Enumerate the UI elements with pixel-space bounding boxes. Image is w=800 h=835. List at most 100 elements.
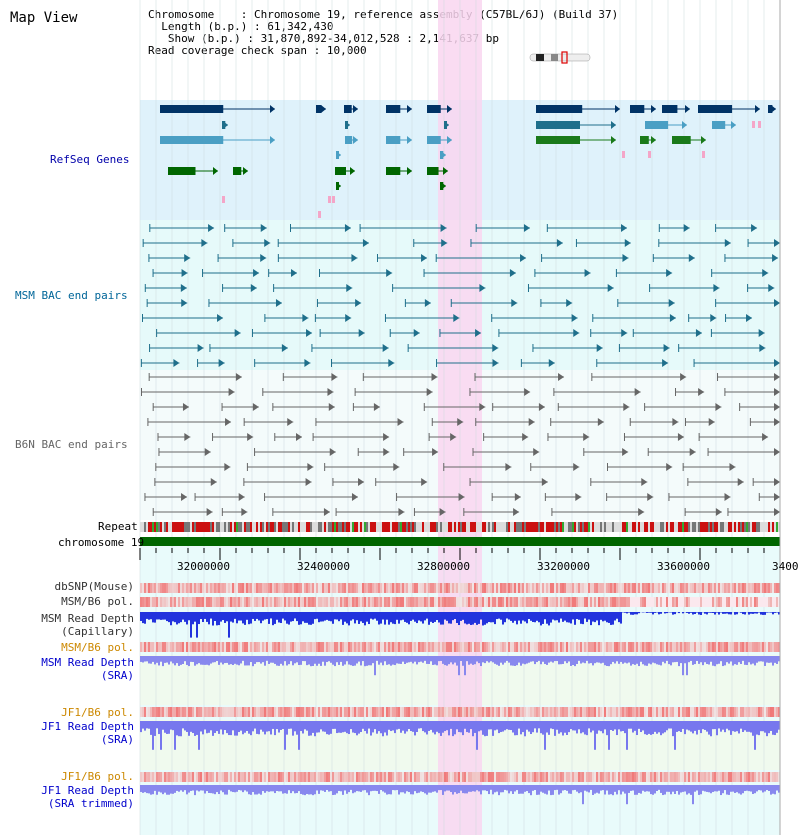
read-depth-bar xyxy=(248,656,250,666)
heat-cell xyxy=(422,642,424,652)
read-depth-bar xyxy=(672,785,674,792)
read-depth-bar xyxy=(698,721,700,730)
read-depth-bar xyxy=(634,721,636,731)
repeat-segment xyxy=(758,522,760,532)
read-depth-bar xyxy=(676,785,678,792)
heat-cell xyxy=(426,597,428,607)
heat-cell xyxy=(202,597,204,607)
read-depth-bar xyxy=(522,656,524,664)
read-depth-bar xyxy=(208,721,210,733)
read-depth-bar xyxy=(256,612,258,619)
heat-cell xyxy=(564,583,566,593)
read-depth-bar xyxy=(466,656,468,662)
read-depth-bar xyxy=(370,721,372,736)
read-depth-bar xyxy=(542,785,544,793)
read-depth-bar xyxy=(730,656,732,662)
read-depth-bar xyxy=(336,785,338,794)
read-depth-bar xyxy=(388,721,390,730)
read-depth-bar xyxy=(600,785,602,791)
heat-cell xyxy=(724,772,726,782)
read-depth-bar xyxy=(664,656,666,664)
msm-bac-pair-arrow xyxy=(607,284,614,292)
heat-cell xyxy=(416,597,418,607)
read-depth-bar xyxy=(678,656,680,667)
repeat-segment xyxy=(162,522,164,532)
repeat-segment xyxy=(344,522,346,532)
repeat-segment xyxy=(408,522,410,532)
heat-cell xyxy=(248,583,250,593)
heat-cell xyxy=(150,642,152,652)
read-depth-bar xyxy=(534,721,536,729)
heat-cell xyxy=(250,707,252,717)
read-depth-bar xyxy=(400,721,402,733)
read-depth-bar xyxy=(488,656,490,663)
read-depth-bar xyxy=(684,721,686,735)
heat-cell xyxy=(766,597,768,607)
heat-cell xyxy=(630,642,632,652)
heat-cell xyxy=(146,583,148,593)
heat-cell xyxy=(234,707,236,717)
heat-cell xyxy=(324,642,326,652)
read-depth-bar xyxy=(472,612,474,625)
read-depth-bar xyxy=(648,721,650,734)
heat-cell xyxy=(502,642,504,652)
heat-cell xyxy=(378,597,380,607)
msm-bac-pair-arrow xyxy=(762,269,769,277)
heat-cell xyxy=(758,642,760,652)
heat-cell xyxy=(564,642,566,652)
read-depth-bar xyxy=(686,612,688,613)
heat-cell xyxy=(662,707,664,717)
read-depth-bar xyxy=(432,612,434,623)
heat-cell xyxy=(764,642,766,652)
read-depth-bar xyxy=(302,785,304,795)
heat-cell xyxy=(630,583,632,593)
read-depth-bar xyxy=(392,785,394,791)
read-depth-bar xyxy=(346,721,348,734)
heat-cell xyxy=(274,772,276,782)
read-depth-bar xyxy=(368,656,370,666)
heat-cell xyxy=(170,597,172,607)
heat-cell xyxy=(626,772,628,782)
repeat-segment xyxy=(368,522,370,532)
heat-cell xyxy=(186,597,188,607)
heat-cell xyxy=(734,583,736,593)
read-depth-bar xyxy=(618,721,620,730)
read-depth-bar xyxy=(778,785,780,793)
heat-cell xyxy=(672,583,674,593)
heat-cell xyxy=(556,597,558,607)
read-depth-bar xyxy=(478,612,480,624)
repeat-segment xyxy=(498,522,500,532)
heat-cell xyxy=(654,583,656,593)
heat-cell xyxy=(320,707,322,717)
heat-cell xyxy=(632,642,634,652)
read-depth-bar xyxy=(684,785,686,792)
repeat-segment xyxy=(316,522,318,532)
heat-cell xyxy=(424,583,426,593)
heat-cell xyxy=(704,642,706,652)
gene-strand-arrow xyxy=(321,105,326,113)
heat-cell xyxy=(538,772,540,782)
heat-cell xyxy=(598,642,600,652)
heat-cell xyxy=(442,772,444,782)
read-depth-bar xyxy=(654,721,656,732)
repeat-segment xyxy=(456,522,458,532)
heat-cell xyxy=(350,772,352,782)
repeat-segment xyxy=(158,522,160,532)
heat-cell xyxy=(238,597,240,607)
heat-cell xyxy=(270,772,272,782)
read-depth-bar xyxy=(386,721,388,736)
read-depth-bar xyxy=(696,656,698,661)
heat-cell xyxy=(394,772,396,782)
read-depth-bar xyxy=(190,721,192,732)
read-depth-bar xyxy=(590,612,592,626)
read-depth-bar xyxy=(196,656,198,665)
heat-cell xyxy=(424,772,426,782)
repeat-segment xyxy=(288,522,290,532)
heat-cell xyxy=(326,583,328,593)
repeat-segment xyxy=(452,522,454,532)
heat-cell xyxy=(256,772,258,782)
read-depth-bar xyxy=(160,785,162,793)
read-depth-bar xyxy=(508,612,510,620)
gene-exon xyxy=(386,167,401,175)
